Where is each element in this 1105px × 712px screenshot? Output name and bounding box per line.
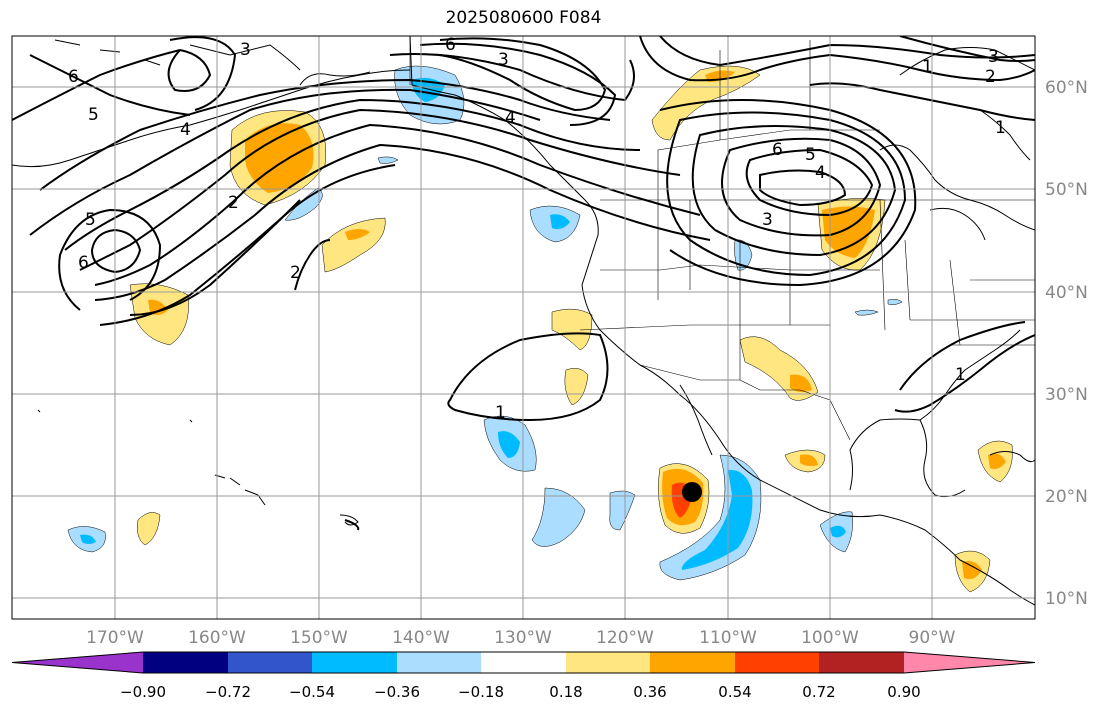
contour-label: 2: [228, 193, 239, 213]
lon-label: 130°W: [494, 628, 552, 648]
contour-label: 6: [445, 35, 456, 55]
contour-label: 2: [290, 263, 301, 283]
map-title: 2025080600 F084: [445, 8, 602, 28]
lat-label: 10°N: [1045, 589, 1088, 609]
colorbar-tick: 0.90: [887, 683, 920, 701]
lat-label: 20°N: [1045, 487, 1088, 507]
contour-label: 1: [955, 365, 966, 385]
lon-label: 160°W: [188, 628, 246, 648]
contour-label: 3: [762, 210, 773, 230]
contour-label: 1: [995, 118, 1006, 138]
graticule: [12, 36, 1035, 619]
colorbar-tick: 0.18: [549, 683, 582, 701]
latitude-labels: 60°N 50°N 40°N 30°N 20°N 10°N: [1045, 78, 1088, 609]
colorbar-segment: [904, 652, 1035, 673]
lon-label: 100°W: [801, 628, 859, 648]
colorbar-ticks: −0.90 −0.72 −0.54 −0.36 −0.18 0.18 0.36 …: [120, 683, 921, 701]
colorbar-segment: [735, 652, 819, 673]
colorbar-outline: [11, 651, 1036, 674]
colorbar-tick: 0.72: [802, 683, 835, 701]
colorbar-tick: −0.90: [120, 683, 166, 701]
map-frame: [11, 35, 1036, 620]
contour-label: 4: [505, 108, 516, 128]
colorbar: [11, 651, 1036, 674]
lat-label: 50°N: [1045, 180, 1088, 200]
colorbar-tick: −0.54: [289, 683, 335, 701]
contour-label: 6: [78, 253, 89, 273]
contour-label: 4: [180, 120, 191, 140]
colorbar-tick: 0.36: [633, 683, 666, 701]
colorbar-segment: [228, 652, 312, 673]
lat-label: 60°N: [1045, 78, 1088, 98]
colorbar-segment: [12, 652, 143, 673]
lon-label: 90°W: [909, 628, 956, 648]
colorbar-tick: −0.18: [458, 683, 504, 701]
colorbar-segment: [143, 652, 228, 673]
colorbar-tick: −0.36: [374, 683, 420, 701]
contour-label: 4: [815, 163, 826, 183]
lon-label: 170°W: [86, 628, 144, 648]
contour-label: 3: [988, 47, 999, 67]
colorbar-tick: 0.54: [718, 683, 751, 701]
lon-label: 120°W: [596, 628, 654, 648]
contour-label: 5: [805, 145, 816, 165]
contour-label: 3: [498, 50, 509, 70]
contour-labels: 6 5 4 2 6 5 3 6 3 4 6 5 4 3 2 1 1 3 2 1 …: [68, 35, 1006, 423]
colorbar-tick: −0.72: [205, 683, 251, 701]
colorbar-segment: [566, 652, 650, 673]
contour-label: 5: [85, 210, 96, 230]
contour-lines: [12, 36, 1035, 531]
colorbar-segment: [819, 652, 904, 673]
contour-label: 5: [88, 105, 99, 125]
storm-position-marker: [682, 482, 702, 502]
longitude-labels: 170°W 160°W 150°W 140°W 130°W 120°W 110°…: [86, 628, 956, 648]
lon-label: 150°W: [290, 628, 348, 648]
anomaly-shading: [67, 65, 1013, 593]
contour-label: 3: [240, 40, 251, 60]
colorbar-segment: [481, 652, 566, 673]
contour-label: 2: [985, 67, 996, 87]
colorbar-segment: [397, 652, 481, 673]
lat-label: 40°N: [1045, 283, 1088, 303]
colorbar-segment: [650, 652, 735, 673]
contour-label: 1: [922, 57, 933, 77]
coastlines: [12, 36, 1035, 606]
contour-label: 6: [772, 140, 783, 160]
lat-label: 30°N: [1045, 385, 1088, 405]
lon-label: 140°W: [392, 628, 450, 648]
lon-label: 110°W: [699, 628, 757, 648]
contour-label: 6: [68, 67, 79, 87]
contour-label: 1: [495, 403, 506, 423]
colorbar-segment: [312, 652, 397, 673]
